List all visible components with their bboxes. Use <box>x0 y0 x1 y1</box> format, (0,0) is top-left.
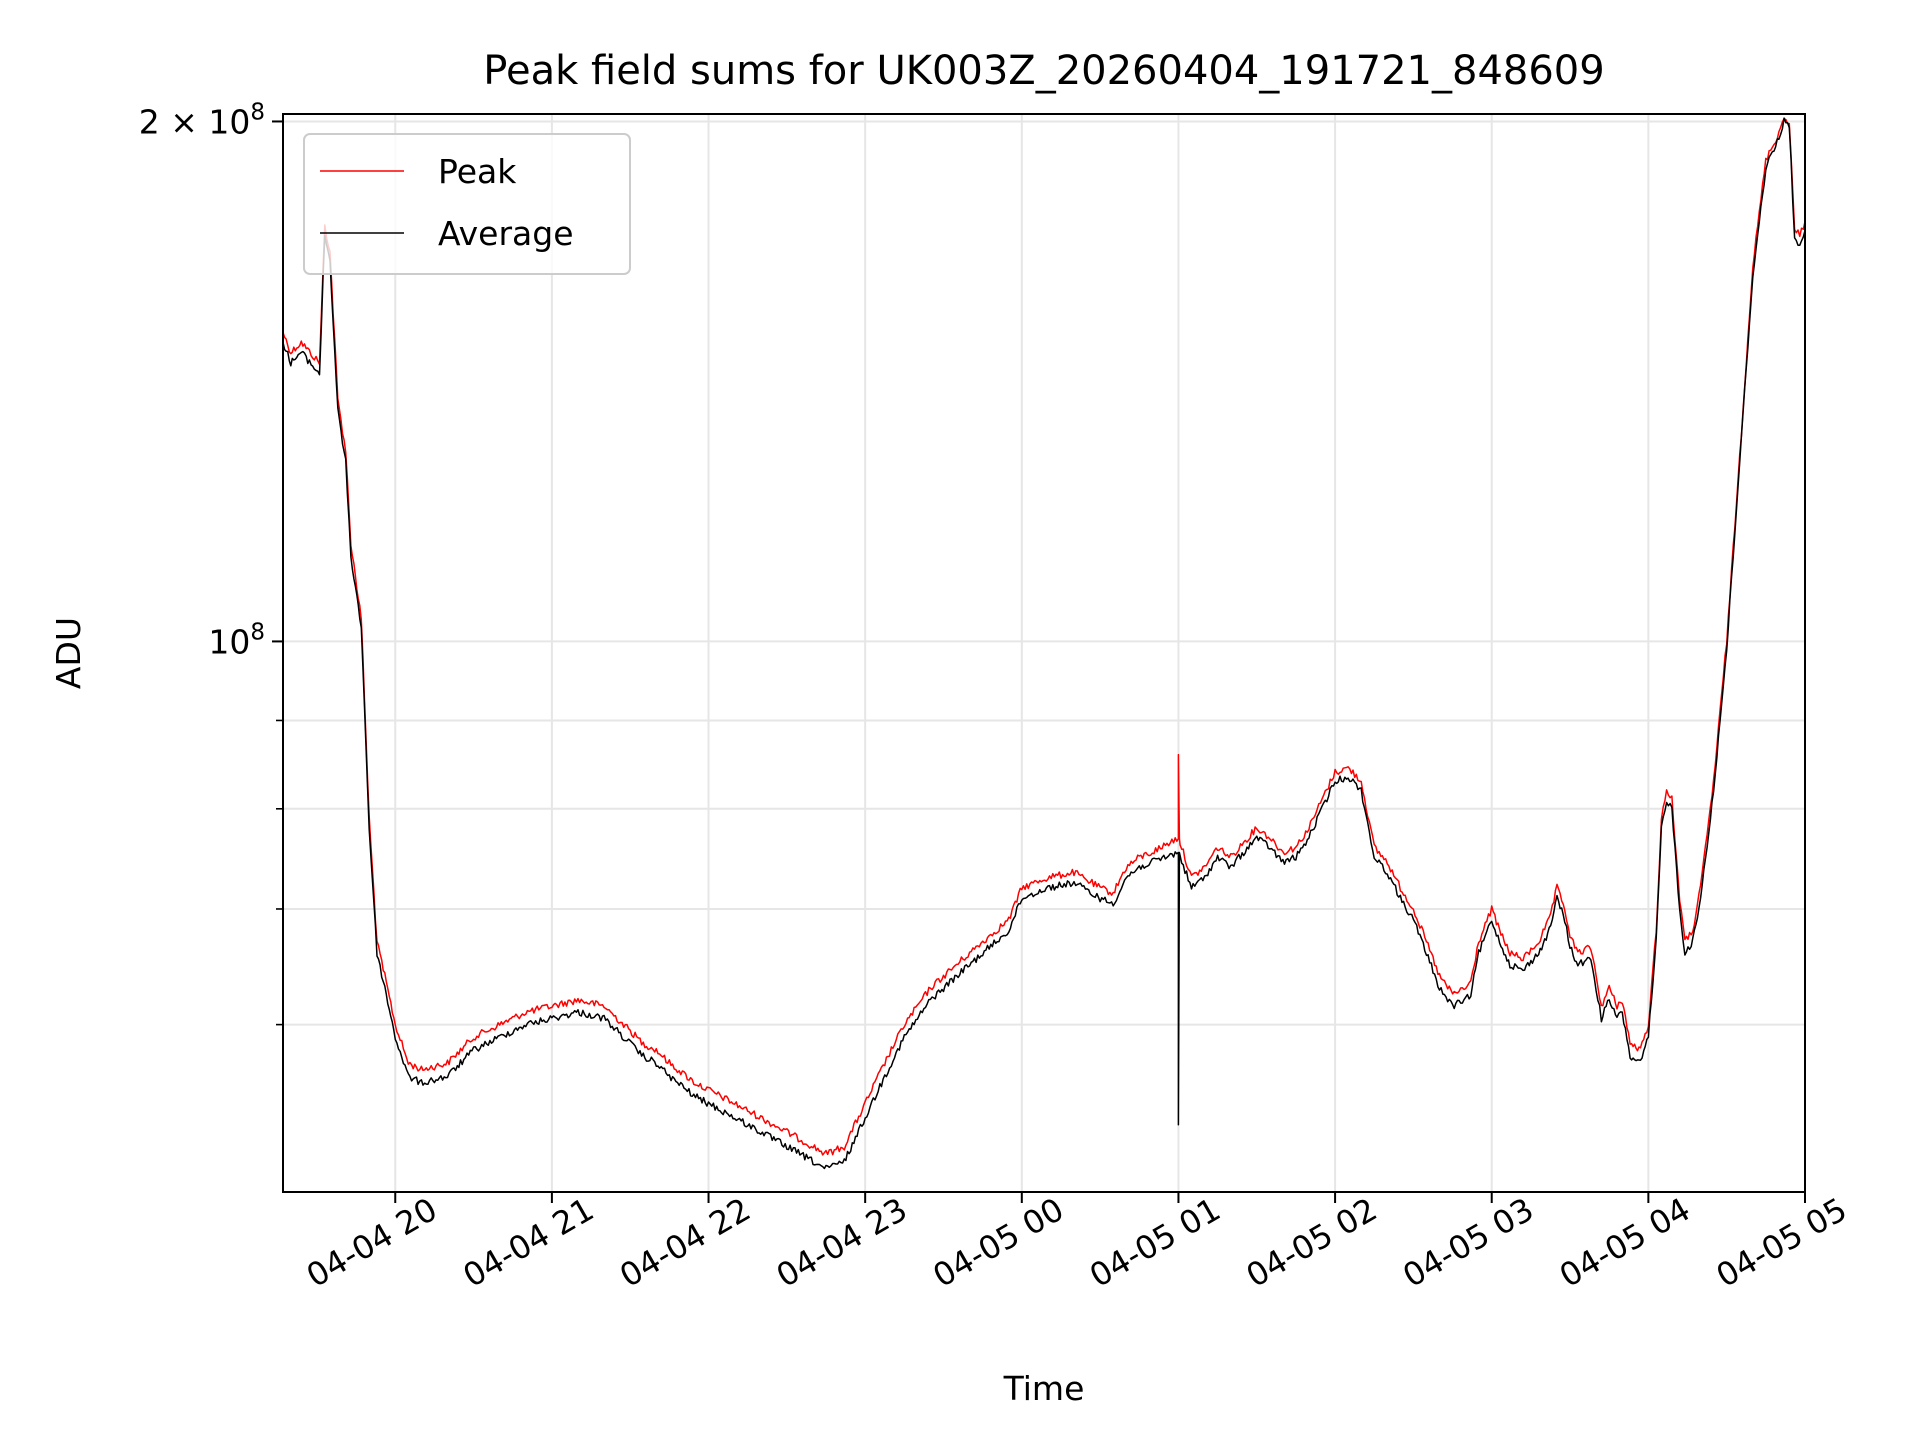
plot-frame <box>282 113 1806 1193</box>
y-tick-base: 10 <box>208 622 250 661</box>
x-axis-label: Time <box>1003 1369 1085 1408</box>
legend: Peak Average <box>303 133 631 275</box>
y-tick-label: 108 <box>208 619 265 661</box>
series-line-peak <box>282 117 1806 1156</box>
y-tick-prefix: 2 × <box>139 102 209 141</box>
y-tick-label: 2 × 108 <box>139 99 265 141</box>
y-tick-exponent: 8 <box>250 619 265 645</box>
y-tick-base: 10 <box>208 102 250 141</box>
legend-box <box>303 133 631 275</box>
chart-title: Peak field sums for UK003Z_20260404_1917… <box>483 48 1604 94</box>
y-axis-label: ADU <box>49 617 88 689</box>
legend-label-peak: Peak <box>438 152 517 191</box>
series-layer <box>282 117 1806 1170</box>
y-tick-exponent: 8 <box>250 99 265 125</box>
legend-label-average: Average <box>438 214 574 253</box>
series-line-average <box>282 117 1806 1170</box>
